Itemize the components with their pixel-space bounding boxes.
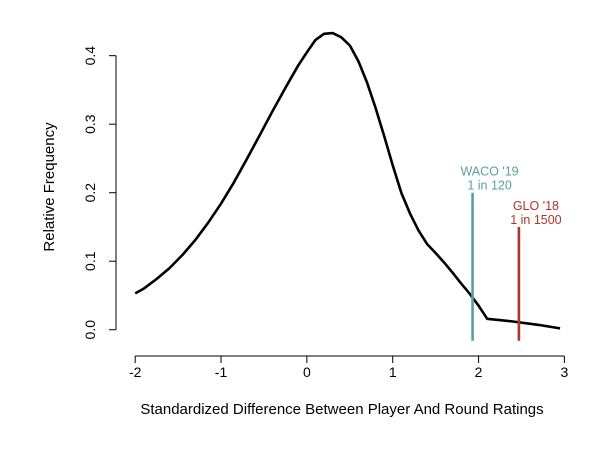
plot-area: [134, 31, 561, 330]
marker-label-title: WACO '19: [460, 165, 518, 179]
x-tick-label: 1: [389, 364, 397, 380]
x-tick-label: 0: [303, 364, 311, 380]
y-axis: 0.0 0.1 0.2 0.3 0.4: [82, 46, 117, 340]
density-curve: [134, 31, 561, 330]
x-axis: -2 -1 0 1 2 3: [129, 355, 569, 380]
x-tick-label: 3: [561, 364, 569, 380]
marker-label-odds: 1 in 1500: [510, 213, 561, 227]
y-tick-label: 0.0: [82, 320, 98, 340]
y-tick-label: 0.2: [82, 183, 98, 203]
y-axis-title: Relative Frequency: [41, 122, 58, 252]
y-tick-label: 0.1: [82, 251, 98, 271]
marker-label-title: GLO '18: [513, 199, 559, 213]
x-tick-label: -1: [215, 364, 228, 380]
marker-label-odds: 1 in 120: [467, 179, 512, 193]
y-tick-label: 0.4: [82, 46, 98, 66]
y-tick-label: 0.3: [82, 114, 98, 134]
x-tick-label: 2: [475, 364, 483, 380]
x-tick-label: -2: [129, 364, 142, 380]
x-axis-title: Standardized Difference Between Player A…: [140, 401, 543, 418]
